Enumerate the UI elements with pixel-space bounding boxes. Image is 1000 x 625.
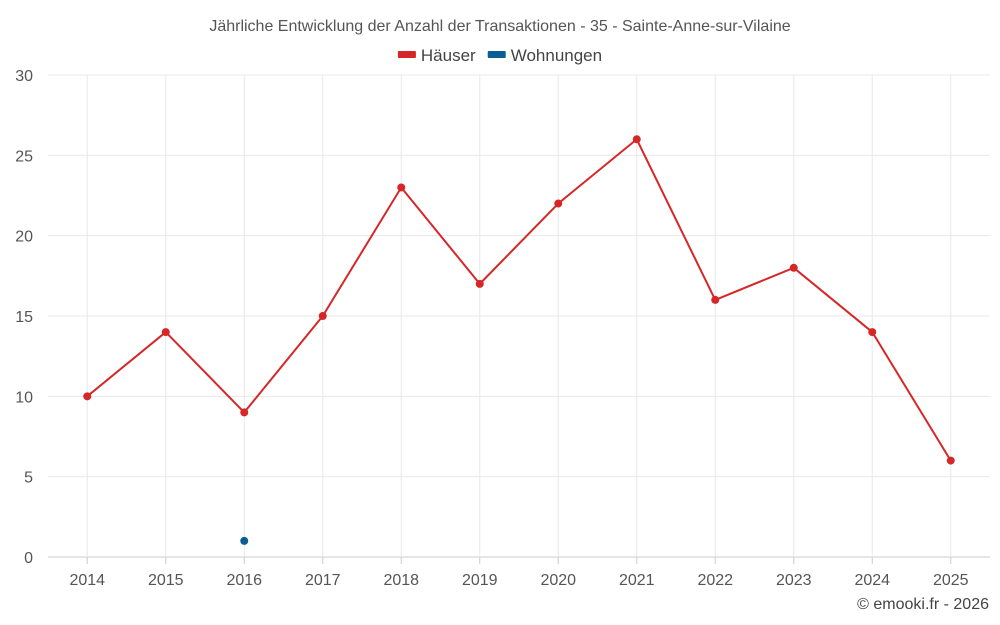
data-point-häuser-2024[interactable] bbox=[868, 328, 876, 336]
x-tick-label: 2024 bbox=[854, 572, 890, 589]
credit-text: © emooki.fr - 2026 bbox=[857, 596, 989, 613]
y-tick-label: 5 bbox=[24, 470, 33, 487]
data-point-häuser-2020[interactable] bbox=[554, 200, 562, 208]
x-tick-label: 2020 bbox=[540, 572, 576, 589]
data-point-häuser-2021[interactable] bbox=[633, 135, 641, 143]
x-tick-label: 2016 bbox=[226, 572, 262, 589]
data-point-häuser-2022[interactable] bbox=[711, 296, 719, 304]
legend-label: Häuser bbox=[421, 46, 476, 65]
legend-swatch bbox=[488, 51, 506, 58]
data-point-häuser-2019[interactable] bbox=[476, 280, 484, 288]
data-point-wohnungen-2016[interactable] bbox=[240, 537, 248, 545]
y-tick-label: 30 bbox=[15, 68, 33, 85]
series-line-0 bbox=[87, 139, 951, 460]
x-tick-label: 2014 bbox=[69, 572, 105, 589]
legend-label: Wohnungen bbox=[511, 46, 602, 65]
legend: Häuser Wohnungen bbox=[398, 46, 602, 65]
x-tick-label: 2021 bbox=[619, 572, 655, 589]
chart: Jährliche Entwicklung der Anzahl der Tra… bbox=[0, 0, 1000, 625]
data-point-häuser-2017[interactable] bbox=[319, 312, 327, 320]
x-axis: 2014 2015 2016 2017 2018 2019 2020 2021 2022 2023… bbox=[69, 557, 968, 589]
x-tick-label: 2018 bbox=[383, 572, 419, 589]
x-tick-label: 2017 bbox=[305, 572, 341, 589]
legend-item-1[interactable]: Wohnungen bbox=[488, 46, 602, 65]
x-tick-label: 2025 bbox=[933, 572, 969, 589]
y-tick-label: 20 bbox=[15, 229, 33, 246]
grid bbox=[48, 75, 990, 557]
y-axis: 0 5 10 15 20 25 30 bbox=[15, 68, 33, 567]
legend-swatch bbox=[398, 51, 416, 58]
data-point-häuser-2016[interactable] bbox=[240, 408, 248, 416]
y-tick-label: 15 bbox=[15, 309, 33, 326]
legend-item-0[interactable]: Häuser bbox=[398, 46, 476, 65]
data-point-häuser-2023[interactable] bbox=[790, 264, 798, 272]
y-tick-label: 0 bbox=[24, 550, 33, 567]
data-point-häuser-2025[interactable] bbox=[947, 457, 955, 465]
series-lines bbox=[87, 139, 951, 460]
x-tick-label: 2019 bbox=[462, 572, 498, 589]
chart-title: Jährliche Entwicklung der Anzahl der Tra… bbox=[209, 18, 790, 35]
y-tick-label: 10 bbox=[15, 389, 33, 406]
x-tick-label: 2015 bbox=[148, 572, 184, 589]
y-tick-label: 25 bbox=[15, 148, 33, 165]
data-point-häuser-2015[interactable] bbox=[162, 328, 170, 336]
x-tick-label: 2023 bbox=[776, 572, 812, 589]
series-points bbox=[83, 135, 955, 545]
data-point-häuser-2014[interactable] bbox=[83, 392, 91, 400]
data-point-häuser-2018[interactable] bbox=[397, 183, 405, 191]
x-tick-label: 2022 bbox=[697, 572, 733, 589]
